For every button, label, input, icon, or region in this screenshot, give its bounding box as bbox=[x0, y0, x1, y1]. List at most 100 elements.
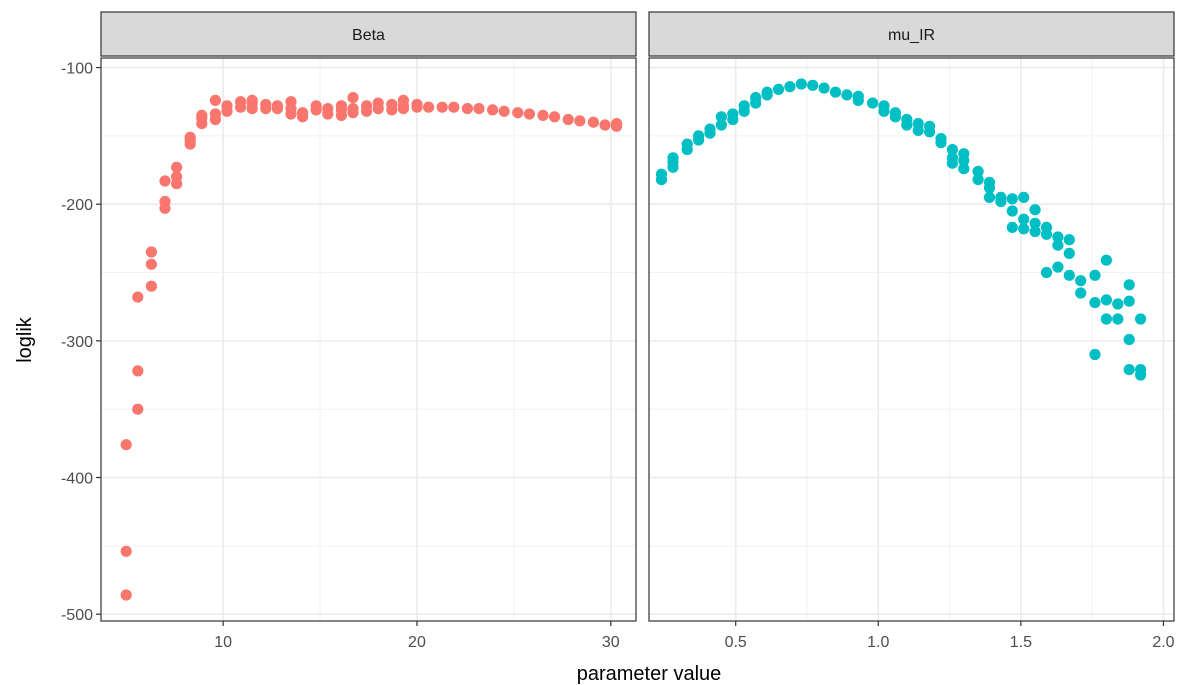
data-point bbox=[1089, 269, 1101, 281]
panel-border bbox=[100, 57, 637, 622]
data-point bbox=[693, 130, 705, 142]
data-point bbox=[436, 101, 448, 113]
data-point bbox=[727, 108, 739, 120]
data-point bbox=[1135, 364, 1147, 376]
data-point bbox=[761, 86, 773, 98]
x-tick-label: 1.0 bbox=[867, 634, 889, 651]
data-point bbox=[1112, 313, 1124, 325]
panel-mu-ir: mu_IR 0.5 1.0 1.5 2.0 bbox=[648, 11, 1175, 651]
data-point bbox=[1063, 234, 1075, 246]
data-point bbox=[1100, 254, 1112, 266]
data-point bbox=[983, 191, 996, 203]
facet-strip bbox=[100, 11, 637, 57]
data-point bbox=[750, 92, 762, 104]
data-point bbox=[1052, 231, 1064, 243]
data-point bbox=[1040, 266, 1053, 279]
data-point bbox=[1052, 261, 1064, 273]
data-point bbox=[335, 100, 347, 112]
data-point bbox=[1123, 279, 1135, 291]
data-point bbox=[1006, 221, 1018, 233]
data-point bbox=[523, 108, 536, 120]
data-point bbox=[599, 119, 611, 131]
data-point bbox=[498, 105, 510, 117]
data-point bbox=[397, 94, 409, 106]
data-point bbox=[562, 113, 574, 126]
data-point bbox=[1018, 223, 1030, 235]
data-point bbox=[271, 100, 283, 112]
data-point bbox=[159, 195, 171, 208]
x-tick-label: 0.5 bbox=[725, 634, 747, 651]
data-point bbox=[681, 138, 693, 150]
data-point bbox=[784, 81, 796, 93]
data-point bbox=[1089, 348, 1101, 361]
data-point bbox=[209, 108, 221, 120]
data-point bbox=[807, 79, 819, 91]
data-point bbox=[184, 131, 196, 143]
y-tick-label: -400 bbox=[61, 471, 93, 488]
data-point bbox=[235, 96, 247, 108]
data-point bbox=[1089, 297, 1101, 309]
data-point bbox=[297, 107, 309, 119]
panel-border bbox=[648, 57, 1175, 622]
data-point bbox=[310, 100, 322, 112]
y-axis-title: loglik bbox=[14, 316, 36, 363]
data-point bbox=[829, 86, 842, 98]
data-point bbox=[1123, 364, 1135, 376]
data-point bbox=[132, 365, 144, 377]
data-point bbox=[1052, 239, 1064, 251]
data-point bbox=[924, 120, 936, 132]
data-point bbox=[715, 119, 728, 131]
data-point bbox=[1075, 287, 1087, 299]
data-point bbox=[487, 104, 499, 116]
data-point bbox=[1006, 193, 1018, 205]
data-point bbox=[132, 403, 144, 415]
data-point bbox=[372, 97, 384, 109]
data-point bbox=[260, 98, 272, 111]
data-point bbox=[285, 96, 297, 108]
data-point bbox=[209, 94, 221, 106]
facet-strip bbox=[648, 11, 1175, 57]
panel-background bbox=[649, 58, 1174, 621]
data-point bbox=[587, 116, 600, 128]
data-point bbox=[667, 152, 679, 164]
data-point bbox=[972, 165, 984, 177]
data-point bbox=[159, 175, 171, 187]
data-point bbox=[1029, 204, 1041, 216]
y-tick-label: -100 bbox=[61, 61, 93, 78]
data-point bbox=[935, 133, 947, 145]
panel-background bbox=[101, 58, 636, 621]
data-point bbox=[841, 89, 853, 101]
x-tick-label: 20 bbox=[408, 634, 426, 651]
data-point bbox=[715, 111, 728, 123]
data-point bbox=[912, 118, 924, 130]
data-point bbox=[145, 246, 157, 258]
data-point bbox=[1100, 294, 1112, 306]
data-point bbox=[818, 82, 830, 94]
data-point bbox=[461, 103, 473, 115]
data-point bbox=[738, 100, 750, 112]
data-point bbox=[655, 168, 668, 180]
data-point bbox=[322, 103, 334, 115]
data-point bbox=[411, 98, 423, 111]
data-point bbox=[1029, 217, 1041, 229]
data-point bbox=[1063, 247, 1075, 259]
data-point bbox=[1018, 213, 1030, 225]
data-point bbox=[246, 94, 258, 106]
data-point bbox=[1112, 298, 1124, 310]
data-point bbox=[1135, 313, 1147, 325]
data-point bbox=[901, 113, 913, 126]
data-point bbox=[958, 163, 970, 175]
panel-plot-area bbox=[649, 58, 1174, 621]
data-point bbox=[347, 92, 359, 104]
data-point bbox=[361, 100, 373, 112]
data-point bbox=[983, 176, 996, 188]
data-point bbox=[512, 107, 524, 119]
data-point bbox=[120, 545, 132, 557]
panel-beta: Beta 10 20 30 bbox=[100, 11, 637, 651]
data-point bbox=[852, 90, 864, 102]
data-point bbox=[537, 109, 549, 121]
data-point bbox=[611, 120, 623, 132]
data-point bbox=[972, 174, 984, 186]
data-point bbox=[448, 101, 460, 113]
